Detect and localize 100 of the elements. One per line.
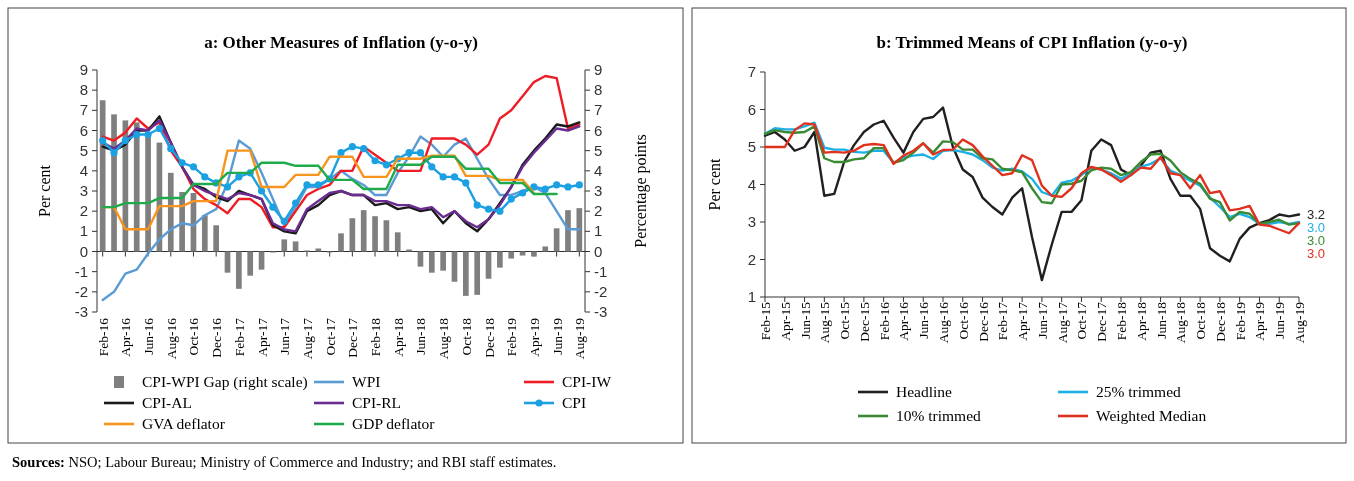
point	[99, 136, 107, 145]
bar	[247, 251, 254, 276]
legend-label: CPI	[562, 394, 587, 411]
y-tick-label: 2	[747, 250, 756, 268]
point	[337, 149, 345, 157]
point	[269, 203, 277, 211]
point	[382, 161, 390, 169]
bar	[213, 225, 219, 252]
data-label: 3.0	[1307, 245, 1326, 261]
x-tick-label: Dec-18	[1212, 301, 1228, 342]
x-tick-label: Feb-17	[995, 301, 1011, 341]
y-tick-label: 5	[747, 138, 756, 155]
bar	[576, 208, 583, 252]
legend-label: WPI	[352, 373, 381, 390]
x-tick-label: Jun-16	[141, 317, 157, 355]
x-tick-label: Aug-16	[936, 301, 951, 344]
y2-tick-label: -1	[594, 262, 608, 280]
x-tick-label: Apr-17	[254, 317, 270, 357]
point	[518, 189, 527, 197]
bar	[394, 232, 401, 252]
point	[450, 173, 459, 181]
x-tick-label: Dec-17	[345, 317, 361, 358]
bar	[497, 251, 503, 268]
legend-label: GDP deflator	[352, 415, 436, 432]
y2-tick-label: 8	[594, 81, 603, 99]
x-tick-label: Aug-18	[436, 317, 452, 360]
y2-tick-label: 5	[594, 141, 603, 159]
x-tick-label: Aug-17	[299, 317, 315, 360]
point	[496, 207, 504, 215]
y-tick-label: 2	[79, 202, 88, 220]
x-tick-label: Oct-15	[837, 301, 853, 340]
y-tick-label: 5	[79, 141, 88, 159]
bar	[463, 251, 469, 296]
point	[280, 217, 288, 225]
x-tick-label: Aug-16	[163, 317, 179, 360]
x-tick-label: Feb-18	[1114, 301, 1129, 341]
point	[292, 199, 300, 207]
bar	[485, 251, 492, 279]
bar	[292, 241, 299, 252]
point	[484, 205, 493, 213]
x-tick-label: Oct-18	[1193, 301, 1209, 340]
bar	[201, 215, 208, 252]
bar	[258, 251, 265, 270]
x-tick-label: Dec-16	[209, 317, 225, 358]
x-tick-label: Apr-16	[118, 317, 134, 357]
point	[473, 201, 481, 209]
line-series	[101, 155, 558, 209]
x-tick-label: Jun-19	[1272, 301, 1288, 339]
point	[235, 173, 243, 181]
line-series	[101, 135, 581, 302]
bar	[406, 249, 412, 252]
y-tick-label: -2	[74, 282, 88, 300]
bar	[338, 233, 344, 252]
x-tick-label: Apr-17	[1015, 301, 1031, 341]
x-tick-label: Apr-18	[1133, 301, 1149, 341]
chart-title: b: Trimmed Means of CPI Inflation (y-o-y)	[876, 33, 1188, 52]
x-tick-label: Jun-18	[1153, 301, 1169, 339]
bar	[236, 251, 242, 289]
point	[314, 181, 322, 189]
y-tick-label: 1	[747, 288, 756, 305]
legend-label: 10% trimmed	[896, 407, 982, 424]
y2-tick-label: 3	[594, 182, 603, 199]
point	[348, 143, 356, 151]
y-tick-label: 3	[79, 182, 88, 199]
point	[110, 149, 118, 157]
y2-tick-label: 1	[594, 222, 603, 240]
x-tick-label: Feb-16	[876, 301, 892, 341]
y-tick-label: 3	[747, 213, 756, 230]
x-tick-label: Apr-18	[390, 317, 406, 357]
y2-tick-label: 7	[594, 101, 603, 119]
x-tick-label: Feb-15	[758, 301, 773, 341]
legend-label: CPI-RL	[352, 394, 402, 411]
x-tick-label: Feb-19	[504, 317, 520, 357]
y2-tick-label: 2	[594, 202, 603, 220]
x-tick-label: Dec-16	[975, 301, 991, 342]
point	[416, 149, 425, 157]
point	[303, 181, 311, 189]
x-tick-label: Feb-19	[1232, 301, 1248, 341]
bar	[542, 246, 549, 252]
x-tick-label: Aug-15	[817, 301, 833, 344]
x-tick-label: Apr-19	[1252, 301, 1268, 341]
legend-label: Headline	[896, 383, 953, 400]
y2-tick-label: 6	[594, 121, 603, 139]
bar	[167, 172, 174, 252]
bar	[315, 248, 322, 252]
y-tick-label: 6	[747, 100, 756, 118]
bar	[440, 251, 446, 271]
bar	[383, 220, 390, 252]
x-tick-label: Apr-15	[777, 301, 793, 341]
x-tick-label: Jun-16	[916, 301, 932, 339]
point	[257, 187, 266, 195]
x-tick-label: Feb-18	[368, 317, 384, 357]
point	[155, 124, 164, 133]
x-tick-label: Oct-16	[955, 301, 971, 340]
y-tick-label: 8	[79, 81, 88, 99]
source-note: Sources: NSO; Labour Bureau; Ministry of Commerce and Industry; and RBI staff estimates.	[12, 454, 557, 470]
point	[189, 163, 198, 171]
y2-tick-label: 0	[594, 242, 603, 260]
y2-tick-label: 4	[594, 161, 603, 179]
x-tick-label: Jun-17	[1034, 301, 1050, 339]
